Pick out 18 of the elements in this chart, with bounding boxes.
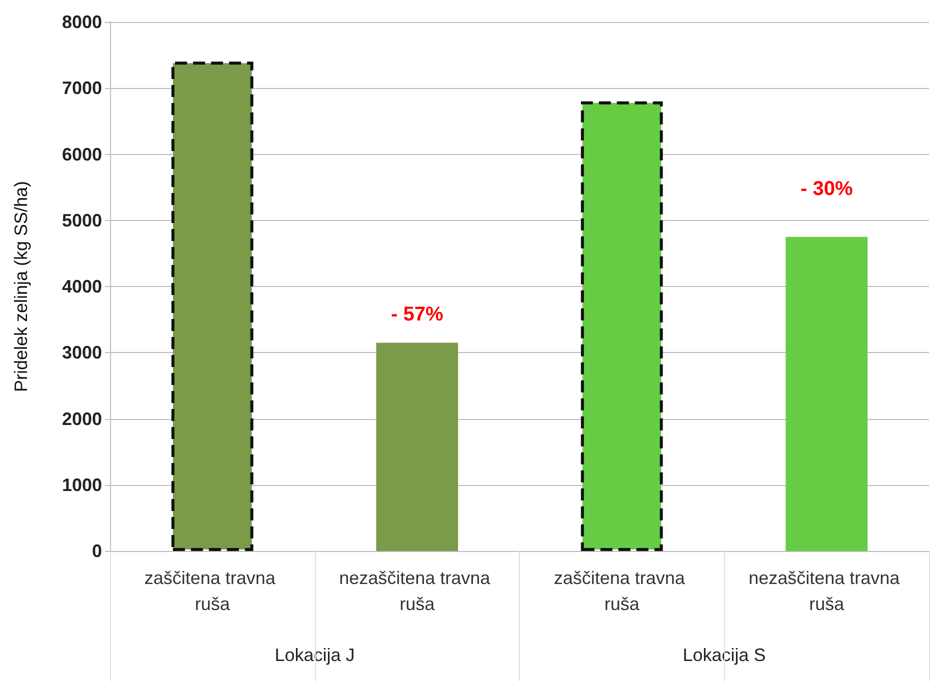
y-tick-label: 5000 bbox=[62, 210, 102, 230]
text: Lokacija S bbox=[682, 645, 766, 665]
annotation: - 30% bbox=[800, 178, 853, 200]
x-tick-label: nezaščitena travna ruša bbox=[339, 568, 496, 614]
y-axis-title: Pridelek zelinja (kg SS/ha) bbox=[11, 180, 31, 392]
y-tick-label: 8000 bbox=[62, 12, 102, 32]
y-tick-label: 3000 bbox=[62, 342, 102, 363]
y-tick-label: 4000 bbox=[62, 276, 102, 296]
text: Lokacija J bbox=[274, 645, 355, 665]
y-tick-label: 1000 bbox=[62, 474, 102, 495]
annotation: - 57% bbox=[391, 304, 444, 326]
y-tick-label: 0 bbox=[92, 541, 102, 561]
x-tick-label: zaščitena travna ruša bbox=[554, 568, 690, 614]
y-tick-label: 6000 bbox=[62, 144, 102, 164]
y-tick-label: 2000 bbox=[62, 408, 102, 429]
x-tick-label: zaščitena travna ruša bbox=[144, 568, 280, 614]
x-tick-label: nezaščitena travna ruša bbox=[748, 568, 905, 614]
y-tick-label: 7000 bbox=[62, 78, 102, 98]
